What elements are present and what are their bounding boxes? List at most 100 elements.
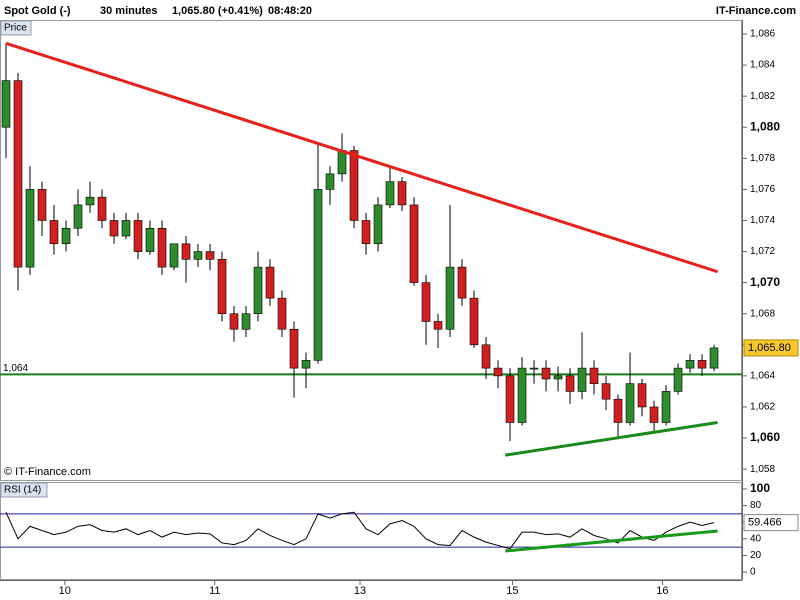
time: 08:48:20 bbox=[268, 5, 312, 17]
candle-body bbox=[409, 204, 419, 283]
candle-body bbox=[493, 367, 503, 377]
y-tick-label: 1,070 bbox=[750, 275, 780, 289]
candle-body bbox=[121, 220, 131, 237]
candle-body bbox=[253, 266, 263, 315]
candle-body bbox=[613, 398, 623, 423]
candle-body bbox=[673, 367, 683, 392]
y-tick-label: 1,086 bbox=[750, 29, 775, 40]
y-tick-label: 1,082 bbox=[750, 91, 775, 102]
trend-line bbox=[504, 421, 718, 457]
candle-body bbox=[637, 383, 647, 408]
y-tick-label: 1,074 bbox=[750, 215, 775, 226]
y-tick-label: 1,064 bbox=[750, 371, 775, 382]
rsi-y-tick-label: 80 bbox=[750, 500, 762, 511]
last-rsi-label: 59.466 bbox=[748, 517, 782, 529]
panel-label: Price bbox=[4, 23, 27, 34]
candle-body bbox=[601, 383, 611, 400]
candle-body bbox=[1, 80, 11, 128]
candle-body bbox=[157, 227, 167, 268]
y-tick-label: 1,068 bbox=[750, 308, 775, 319]
candle-body bbox=[133, 220, 143, 252]
candle-body bbox=[349, 150, 359, 221]
candle-body bbox=[169, 243, 179, 268]
trend-line bbox=[505, 529, 718, 553]
candle-body bbox=[565, 375, 575, 392]
candle-body bbox=[553, 375, 563, 380]
candle-body bbox=[277, 297, 287, 330]
watermark: © IT-Finance.com bbox=[4, 466, 91, 478]
candle-body bbox=[109, 220, 119, 237]
candle-body bbox=[181, 243, 191, 260]
candle-body bbox=[481, 344, 491, 369]
candle-body bbox=[205, 251, 215, 260]
x-tick-label: 10 bbox=[59, 585, 71, 597]
candle-body bbox=[301, 360, 311, 369]
rsi-y-tick-label: 100 bbox=[750, 481, 770, 495]
candle-body bbox=[13, 80, 23, 268]
candle-body bbox=[649, 406, 659, 423]
y-tick-label: 1,080 bbox=[750, 119, 780, 133]
x-tick-label: 15 bbox=[506, 585, 518, 597]
y-tick-label: 1,060 bbox=[750, 430, 780, 444]
rsi-y-tick-label: 0 bbox=[750, 567, 756, 578]
title: Spot Gold (-) bbox=[4, 5, 71, 17]
candle-body bbox=[145, 227, 155, 252]
candle-body bbox=[337, 150, 347, 175]
y-tick-label: 1,058 bbox=[750, 464, 775, 475]
candle-body bbox=[241, 313, 251, 330]
candle-body bbox=[73, 204, 83, 229]
rsi-label-box bbox=[0, 482, 48, 498]
y-tick-label: 1,062 bbox=[750, 402, 775, 413]
candle-body bbox=[697, 360, 707, 369]
candle-body bbox=[325, 173, 335, 190]
candle-body bbox=[397, 181, 407, 206]
candle-body bbox=[517, 367, 527, 423]
candle-body bbox=[193, 251, 203, 260]
rsi-y-tick-label: 40 bbox=[750, 533, 762, 544]
support-label: 1,064 bbox=[3, 363, 28, 374]
candle-body bbox=[541, 367, 551, 380]
y-tick-label: 1,078 bbox=[750, 153, 775, 164]
candle-body bbox=[313, 189, 323, 361]
candle-body bbox=[85, 196, 95, 206]
interval: 30 minutes bbox=[100, 5, 157, 17]
panel-label-box bbox=[0, 20, 32, 36]
candle-body bbox=[61, 227, 71, 245]
candle-body bbox=[661, 391, 671, 423]
trend-line bbox=[5, 41, 719, 274]
x-tick-label: 13 bbox=[354, 585, 366, 597]
candle-body bbox=[373, 204, 383, 245]
rsi-line bbox=[5, 511, 715, 550]
candle-body bbox=[49, 220, 59, 245]
candle-body bbox=[361, 220, 371, 245]
change: 1,065.80 (+0.41%) bbox=[172, 5, 263, 17]
last-price-box bbox=[743, 339, 799, 357]
y-tick-label: 1,072 bbox=[750, 246, 775, 257]
candle-body bbox=[685, 360, 695, 369]
y-tick-label: 1,084 bbox=[750, 60, 775, 71]
candle-body bbox=[37, 189, 47, 221]
last-rsi-box bbox=[743, 514, 799, 532]
candle-body bbox=[97, 196, 107, 221]
candle-body bbox=[589, 367, 599, 384]
candle-body bbox=[265, 266, 275, 299]
candle-body bbox=[577, 367, 587, 392]
candle-body bbox=[529, 367, 539, 370]
y-tick-label: 1,076 bbox=[750, 184, 775, 195]
candle-body bbox=[385, 181, 395, 206]
candle-body bbox=[289, 328, 299, 369]
candle-body bbox=[217, 259, 227, 315]
candle-body bbox=[709, 347, 719, 369]
last-price-label: 1,065.80 bbox=[748, 342, 791, 354]
rsi-y-tick-label: 20 bbox=[750, 550, 762, 561]
candle-body bbox=[469, 297, 479, 346]
x-tick-label: 16 bbox=[656, 585, 668, 597]
candle-body bbox=[625, 383, 635, 423]
source: IT-Finance.com bbox=[716, 5, 796, 17]
candle-body bbox=[421, 282, 431, 322]
candle-body bbox=[433, 321, 443, 330]
candle-body bbox=[445, 266, 455, 330]
candle-body bbox=[25, 189, 35, 268]
x-tick-label: 11 bbox=[209, 585, 220, 597]
